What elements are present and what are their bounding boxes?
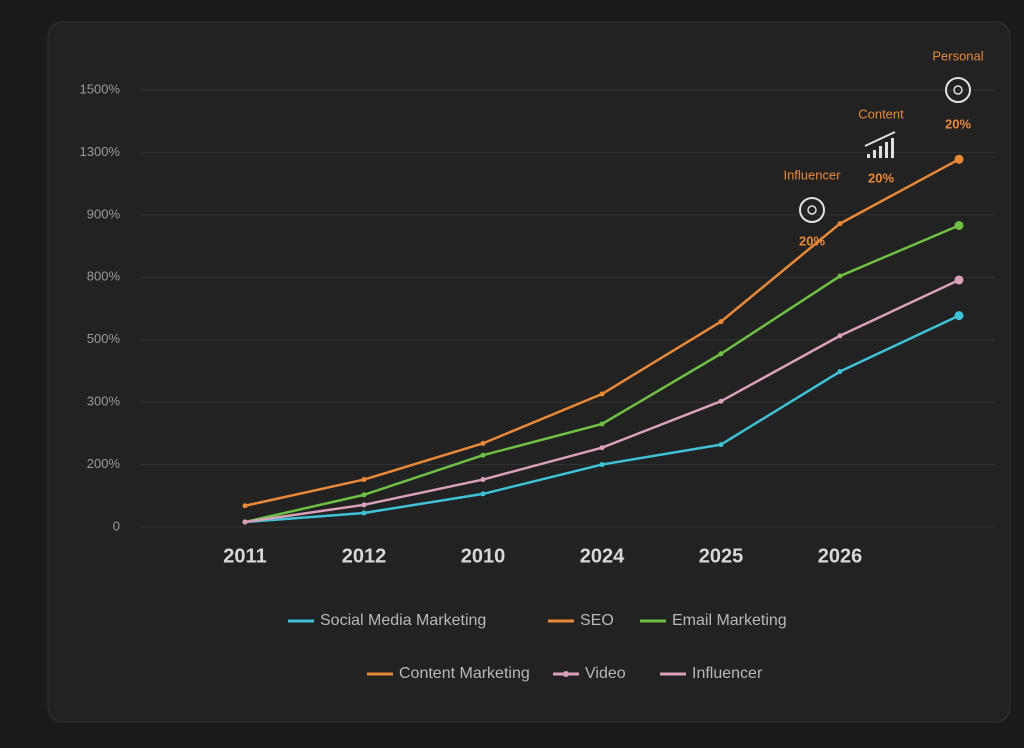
annotation-icon-dot <box>807 205 817 215</box>
data-point <box>361 502 367 508</box>
data-point <box>954 154 964 164</box>
annotation-text: 20% <box>799 233 825 248</box>
data-point <box>242 503 248 509</box>
data-point <box>718 319 724 325</box>
annotation-icon-bar <box>873 150 876 158</box>
legend-label: Content Marketing <box>399 665 530 682</box>
data-point <box>599 462 605 468</box>
x-tick-label: 2012 <box>342 545 387 567</box>
annotation-icon-dot <box>953 85 963 95</box>
legend-label: Influencer <box>692 665 763 682</box>
data-point <box>361 492 367 498</box>
x-tick-label: 2024 <box>580 545 625 567</box>
x-tick-label: 2011 <box>223 545 266 567</box>
annotation-icon-bar <box>891 138 894 158</box>
data-point <box>718 351 724 357</box>
legend-label: Video <box>585 665 626 682</box>
annotation-label: Influencer <box>783 167 841 182</box>
y-tick-label: 500% <box>87 331 121 346</box>
data-point <box>480 491 486 497</box>
legend-label: Social Media Marketing <box>320 612 486 629</box>
data-point <box>361 477 367 483</box>
data-point <box>480 477 486 483</box>
legend-label: SEO <box>580 612 614 629</box>
data-point <box>837 221 843 227</box>
y-tick-label: 1500% <box>80 81 121 96</box>
y-tick-label: 900% <box>87 206 121 221</box>
y-tick-label: 0 <box>113 518 120 533</box>
data-point <box>599 445 605 451</box>
data-point <box>954 275 964 285</box>
data-point <box>242 519 248 525</box>
data-point <box>599 421 605 427</box>
annotation-icon <box>945 77 971 103</box>
legend-marker <box>563 671 569 677</box>
annotation-label: Content <box>858 106 904 121</box>
annotation-icon-bar <box>867 154 870 158</box>
data-point <box>480 440 486 446</box>
x-tick-label: 2010 <box>461 545 506 567</box>
data-point <box>718 442 724 448</box>
data-point <box>837 333 843 339</box>
x-tick-label: 2025 <box>699 545 744 567</box>
legend-label: Email Marketing <box>672 612 787 629</box>
annotation-text: 20% <box>868 170 894 185</box>
y-tick-label: 800% <box>87 269 121 284</box>
panel <box>47 21 1011 723</box>
y-tick-label: 1300% <box>80 144 121 159</box>
y-tick-label: 200% <box>87 456 121 471</box>
data-point <box>480 452 486 458</box>
annotation-text: 20% <box>945 116 971 131</box>
annotation-icon <box>799 197 825 223</box>
data-point <box>361 510 367 516</box>
data-point <box>718 398 724 404</box>
data-point <box>954 311 964 321</box>
annotation-icon-bar <box>885 142 888 158</box>
data-point <box>599 391 605 397</box>
data-point <box>837 273 843 279</box>
annotation-icon-arrow <box>864 131 896 147</box>
data-point <box>837 369 843 375</box>
annotation-label: Personal <box>932 48 983 63</box>
y-tick-label: 300% <box>87 394 121 409</box>
annotation-icon-bar <box>879 146 882 158</box>
x-tick-label: 2026 <box>818 545 863 567</box>
data-point <box>954 220 964 230</box>
